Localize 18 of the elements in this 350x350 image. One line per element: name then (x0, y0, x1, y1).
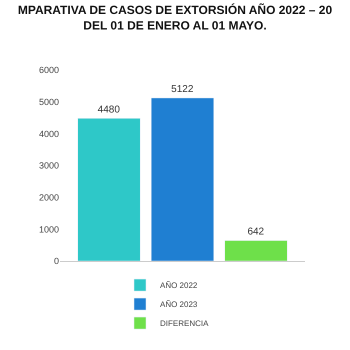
bar (78, 118, 140, 261)
chart-subtitle: DEL 01 DE ENERO AL 01 MAYO. (83, 18, 267, 33)
y-tick-label: 6000 (38, 65, 59, 76)
data-label: 4480 (98, 104, 120, 116)
legend-label: DIFERENCIA (160, 319, 210, 328)
y-tick-label: 2000 (38, 192, 59, 202)
legend-label: AÑO 2022 (160, 280, 198, 290)
bar (224, 240, 288, 261)
bar (151, 98, 214, 261)
y-tick-label: 4000 (38, 128, 59, 139)
data-label: 642 (247, 226, 265, 238)
y-tick-label: 5000 (38, 96, 59, 107)
data-label: 5122 (171, 84, 194, 95)
y-tick-label: 1000 (38, 224, 59, 234)
chart-title: MPARATIVA DE CASOS DE EXTORSIÓN AÑO 2022 – 20 (18, 3, 332, 17)
y-tick-label: 3000 (38, 160, 59, 171)
y-tick-label: 0 (54, 256, 59, 266)
legend-label: AÑO 2023 (160, 299, 198, 310)
